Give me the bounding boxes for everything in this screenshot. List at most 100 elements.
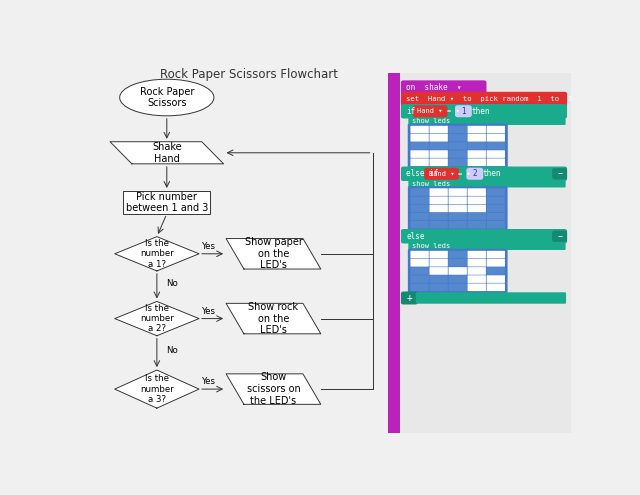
Text: Rock Paper Scissors Flowchart: Rock Paper Scissors Flowchart xyxy=(159,68,338,81)
FancyBboxPatch shape xyxy=(410,150,429,158)
FancyBboxPatch shape xyxy=(429,251,448,258)
FancyBboxPatch shape xyxy=(410,259,429,267)
Polygon shape xyxy=(226,239,321,269)
FancyBboxPatch shape xyxy=(416,292,566,304)
FancyBboxPatch shape xyxy=(410,204,429,212)
FancyBboxPatch shape xyxy=(429,126,448,134)
FancyBboxPatch shape xyxy=(424,168,459,180)
FancyBboxPatch shape xyxy=(486,158,505,166)
FancyBboxPatch shape xyxy=(455,105,472,117)
Text: 2: 2 xyxy=(472,169,477,178)
FancyBboxPatch shape xyxy=(408,180,566,188)
Text: if: if xyxy=(406,107,415,116)
FancyBboxPatch shape xyxy=(410,251,429,258)
Text: −: − xyxy=(557,169,562,178)
FancyBboxPatch shape xyxy=(410,284,429,291)
FancyBboxPatch shape xyxy=(429,197,448,204)
FancyBboxPatch shape xyxy=(410,188,429,196)
FancyBboxPatch shape xyxy=(486,221,505,229)
Text: else: else xyxy=(406,232,425,241)
FancyBboxPatch shape xyxy=(413,105,447,117)
FancyBboxPatch shape xyxy=(408,186,508,231)
Text: Pick number
between 1 and 3: Pick number between 1 and 3 xyxy=(125,192,208,213)
FancyBboxPatch shape xyxy=(449,259,467,267)
FancyBboxPatch shape xyxy=(449,126,467,134)
FancyBboxPatch shape xyxy=(486,259,505,267)
FancyBboxPatch shape xyxy=(449,150,467,158)
Text: Yes: Yes xyxy=(202,306,216,316)
FancyBboxPatch shape xyxy=(408,243,566,250)
FancyBboxPatch shape xyxy=(429,150,448,158)
Text: Yes: Yes xyxy=(202,377,216,386)
FancyBboxPatch shape xyxy=(486,142,505,149)
FancyBboxPatch shape xyxy=(401,292,418,304)
FancyBboxPatch shape xyxy=(408,117,566,125)
FancyBboxPatch shape xyxy=(429,188,448,196)
Text: set  Hand ▾  to  pick random  1  to  3: set Hand ▾ to pick random 1 to 3 xyxy=(406,96,573,102)
FancyBboxPatch shape xyxy=(429,267,448,275)
Text: Hand ▾: Hand ▾ xyxy=(429,171,454,177)
Text: Shake
Hand: Shake Hand xyxy=(152,142,182,163)
FancyBboxPatch shape xyxy=(486,267,505,275)
FancyBboxPatch shape xyxy=(410,267,429,275)
FancyBboxPatch shape xyxy=(449,267,467,275)
Text: +: + xyxy=(406,293,412,303)
FancyBboxPatch shape xyxy=(429,259,448,267)
Text: Show paper
on the
LED's: Show paper on the LED's xyxy=(244,237,302,270)
FancyBboxPatch shape xyxy=(486,284,505,291)
FancyBboxPatch shape xyxy=(486,197,505,204)
FancyBboxPatch shape xyxy=(410,158,429,166)
FancyBboxPatch shape xyxy=(410,142,429,149)
FancyBboxPatch shape xyxy=(449,142,467,149)
Text: Show
scissors on
the LED's: Show scissors on the LED's xyxy=(246,373,300,406)
FancyBboxPatch shape xyxy=(468,213,486,220)
Polygon shape xyxy=(115,370,199,408)
FancyBboxPatch shape xyxy=(486,150,505,158)
Text: Rock Paper
Scissors: Rock Paper Scissors xyxy=(140,87,194,108)
FancyBboxPatch shape xyxy=(410,197,429,204)
FancyBboxPatch shape xyxy=(410,126,429,134)
FancyBboxPatch shape xyxy=(401,92,567,106)
FancyBboxPatch shape xyxy=(468,134,486,142)
FancyBboxPatch shape xyxy=(552,231,567,242)
Text: Hand ▾: Hand ▾ xyxy=(417,108,443,114)
FancyBboxPatch shape xyxy=(410,213,429,220)
FancyBboxPatch shape xyxy=(401,104,567,118)
Text: else if: else if xyxy=(406,169,439,178)
FancyBboxPatch shape xyxy=(124,191,210,214)
FancyBboxPatch shape xyxy=(449,221,467,229)
Text: show leds: show leds xyxy=(412,243,451,249)
FancyBboxPatch shape xyxy=(468,284,486,291)
Text: Is the
number
a 2?: Is the number a 2? xyxy=(140,303,173,334)
FancyBboxPatch shape xyxy=(388,73,400,433)
FancyBboxPatch shape xyxy=(401,80,486,94)
FancyBboxPatch shape xyxy=(449,204,467,212)
Polygon shape xyxy=(110,142,223,164)
Text: 1: 1 xyxy=(461,107,466,116)
FancyBboxPatch shape xyxy=(486,204,505,212)
FancyBboxPatch shape xyxy=(468,188,486,196)
FancyBboxPatch shape xyxy=(408,124,508,168)
Text: show leds: show leds xyxy=(412,181,451,187)
FancyBboxPatch shape xyxy=(429,221,448,229)
FancyBboxPatch shape xyxy=(401,229,567,244)
Polygon shape xyxy=(226,303,321,334)
FancyBboxPatch shape xyxy=(449,188,467,196)
FancyBboxPatch shape xyxy=(468,267,486,275)
FancyBboxPatch shape xyxy=(429,213,448,220)
FancyBboxPatch shape xyxy=(429,204,448,212)
FancyBboxPatch shape xyxy=(467,168,483,180)
FancyBboxPatch shape xyxy=(486,275,505,283)
FancyBboxPatch shape xyxy=(486,134,505,142)
Text: on  shake  ▾: on shake ▾ xyxy=(406,83,462,92)
Text: = ▾: = ▾ xyxy=(458,171,470,177)
Text: = ▾: = ▾ xyxy=(447,108,460,114)
Text: then: then xyxy=(483,169,501,178)
FancyBboxPatch shape xyxy=(410,275,429,283)
Text: No: No xyxy=(166,279,178,288)
Polygon shape xyxy=(115,301,199,336)
Text: Yes: Yes xyxy=(202,242,216,251)
FancyBboxPatch shape xyxy=(408,124,508,168)
FancyBboxPatch shape xyxy=(486,188,505,196)
FancyBboxPatch shape xyxy=(468,275,486,283)
